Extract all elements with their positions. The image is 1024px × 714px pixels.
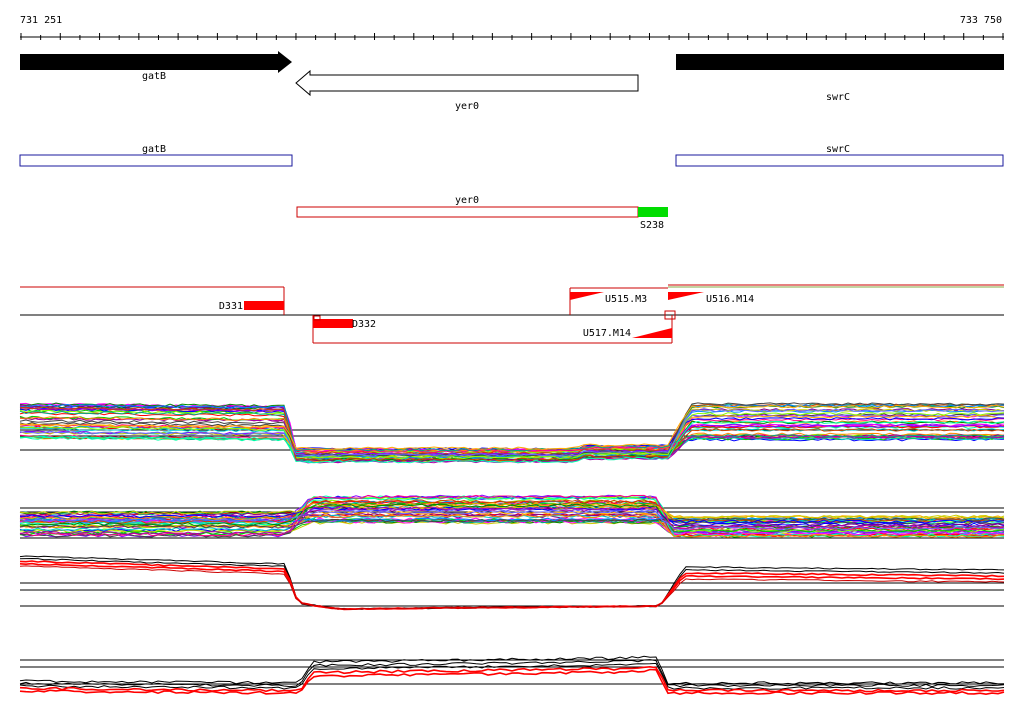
feature-D331-box[interactable] (244, 301, 284, 310)
profile-line (19, 662, 1005, 690)
expression-track-3 (19, 555, 1005, 611)
profile-line (19, 406, 1005, 462)
profile-line (19, 659, 1005, 688)
feature-U516-marker[interactable] (668, 292, 704, 300)
profile-line (19, 499, 1005, 524)
feature-U517-marker[interactable] (632, 328, 672, 338)
ruler-start-label: 731 251 (20, 15, 62, 26)
annotation-swrC-label: swrC (826, 144, 850, 155)
feature-D332-label: D332 (352, 319, 376, 330)
profile-line (19, 404, 1005, 450)
gene-yer0-arrow[interactable] (295, 69, 639, 97)
annotation-yer0-label: yer0 (455, 195, 479, 206)
profile-line (19, 562, 1005, 611)
feature-track: D331 D332 U515.M3 U516.M14 U517.M14 (20, 284, 1004, 344)
feature-D331-label: D331 (219, 301, 243, 312)
profile-line (19, 655, 1005, 685)
profile-line (19, 403, 1005, 460)
profile-line (19, 665, 1005, 693)
feature-D332-marker (313, 315, 321, 321)
ruler-end-label: 733 750 (960, 15, 1002, 26)
annotation-swrC-box[interactable] (675, 154, 1004, 167)
profile-line (19, 412, 1005, 460)
feature-D332-box[interactable] (313, 319, 353, 328)
feature-U516-box (664, 310, 676, 320)
profile-line (19, 420, 1005, 464)
feature-U515-label: U515.M3 (605, 294, 647, 305)
profile-line (19, 407, 1005, 451)
gene-swrC-label: swrC (826, 92, 850, 103)
annotation-track: gatB swrC yer0 S238 (19, 144, 1004, 231)
ruler-ticks (20, 33, 1004, 40)
profile-line (19, 516, 1005, 523)
gene-track: gatB yer0 swrC (20, 51, 1004, 112)
annotation-yer0-box[interactable] (296, 206, 639, 218)
feature-U517-label: U517.M14 (583, 328, 631, 339)
expression-track-1 (19, 402, 1005, 464)
annotation-gatB-label: gatB (142, 144, 166, 155)
profile-line (19, 506, 1005, 535)
expression-track-2 (19, 494, 1005, 539)
profile-line (19, 410, 1005, 452)
gene-gatB-label: gatB (142, 71, 166, 82)
feature-U516-label: U516.M14 (706, 294, 754, 305)
promoter-S238-box[interactable] (638, 207, 668, 217)
profile-line (19, 565, 1005, 610)
feature-U515-marker[interactable] (570, 292, 604, 300)
expression-track-4 (19, 655, 1005, 696)
profile-line (19, 510, 1005, 531)
profile-line (19, 517, 1005, 529)
profile-line (19, 408, 1005, 457)
promoter-S238-label: S238 (640, 220, 664, 231)
gene-swrC-arrow[interactable] (676, 54, 1004, 70)
profile-line (19, 668, 1005, 696)
coordinate-ruler: 731 251 733 750 (20, 15, 1004, 40)
profile-line (19, 409, 1005, 454)
gene-gatB-arrow[interactable] (20, 51, 292, 73)
annotation-gatB-box[interactable] (19, 154, 293, 167)
gene-yer0-label: yer0 (455, 101, 479, 112)
